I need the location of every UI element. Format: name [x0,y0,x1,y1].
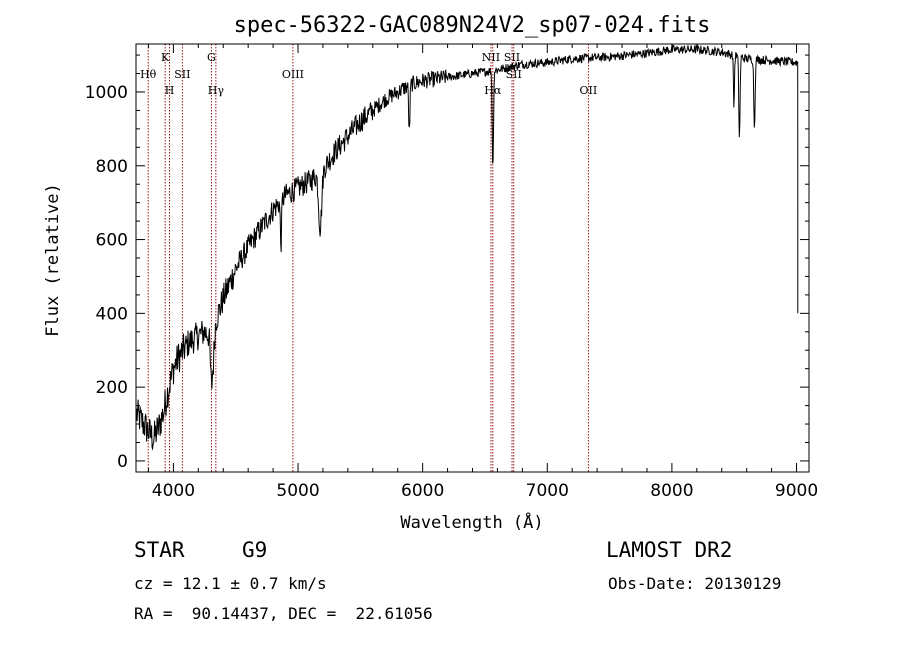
y-axis-label: Flux (relative) [43,183,63,337]
y-tick-label: 1000 [85,83,128,103]
chart-title: spec-56322-GAC089N24V2_sp07-024.fits [234,13,711,38]
x-tick-label: 9000 [775,481,818,501]
coordinates: RA = 90.14437, DEC = 22.61056 [134,604,433,623]
spectral-line-label: K [161,51,170,64]
y-tick-label: 600 [96,231,128,251]
y-tick-label: 200 [96,378,128,398]
spectrum-chart: spec-56322-GAC089N24V2_sp07-024.fits Hθ K… [43,13,818,533]
spectrum-line [136,44,799,451]
y-tick-label: 0 [117,452,128,472]
spectral-line-label: NII [482,51,500,64]
y-tick-label: 400 [96,304,128,324]
spectral-line-label: G [207,51,216,64]
object-class: STAR [134,538,185,562]
survey-label: LAMOST DR2 [606,538,733,562]
spectral-line-label: H [165,84,175,97]
x-tick-label: 5000 [276,481,319,501]
spectral-line-label: SII [506,68,522,81]
redshift-value: cz = 12.1 ± 0.7 km/s [134,574,327,593]
x-axis-label: Wavelength (Å) [400,511,543,533]
spectral-line-label: SII [504,51,520,64]
object-subclass: G9 [242,538,268,562]
observation-date: Obs-Date: 20130129 [608,574,782,593]
spectral-line-label: OII [580,84,598,97]
spectral-line-label: Hγ [208,84,225,97]
x-tick-label: 4000 [152,481,195,501]
x-tick-label: 8000 [650,481,693,501]
plot-frame [135,43,810,473]
spectral-line-markers: Hθ K H SII G Hγ OIII NII Hα SII SII OII [140,44,597,472]
spectral-line-label: SII [174,68,190,81]
plot-axes [135,43,810,473]
x-tick-label: 7000 [526,481,569,501]
spectral-line-label: OIII [282,68,304,81]
x-tick-label: 6000 [401,481,444,501]
y-tick-label: 800 [96,157,128,177]
spectral-line-label: Hθ [140,68,157,81]
spectral-line-label: Hα [484,84,502,97]
axis-ticks: 4000 5000 6000 7000 8000 9000 0 200 400 600 800 100… [85,44,818,501]
